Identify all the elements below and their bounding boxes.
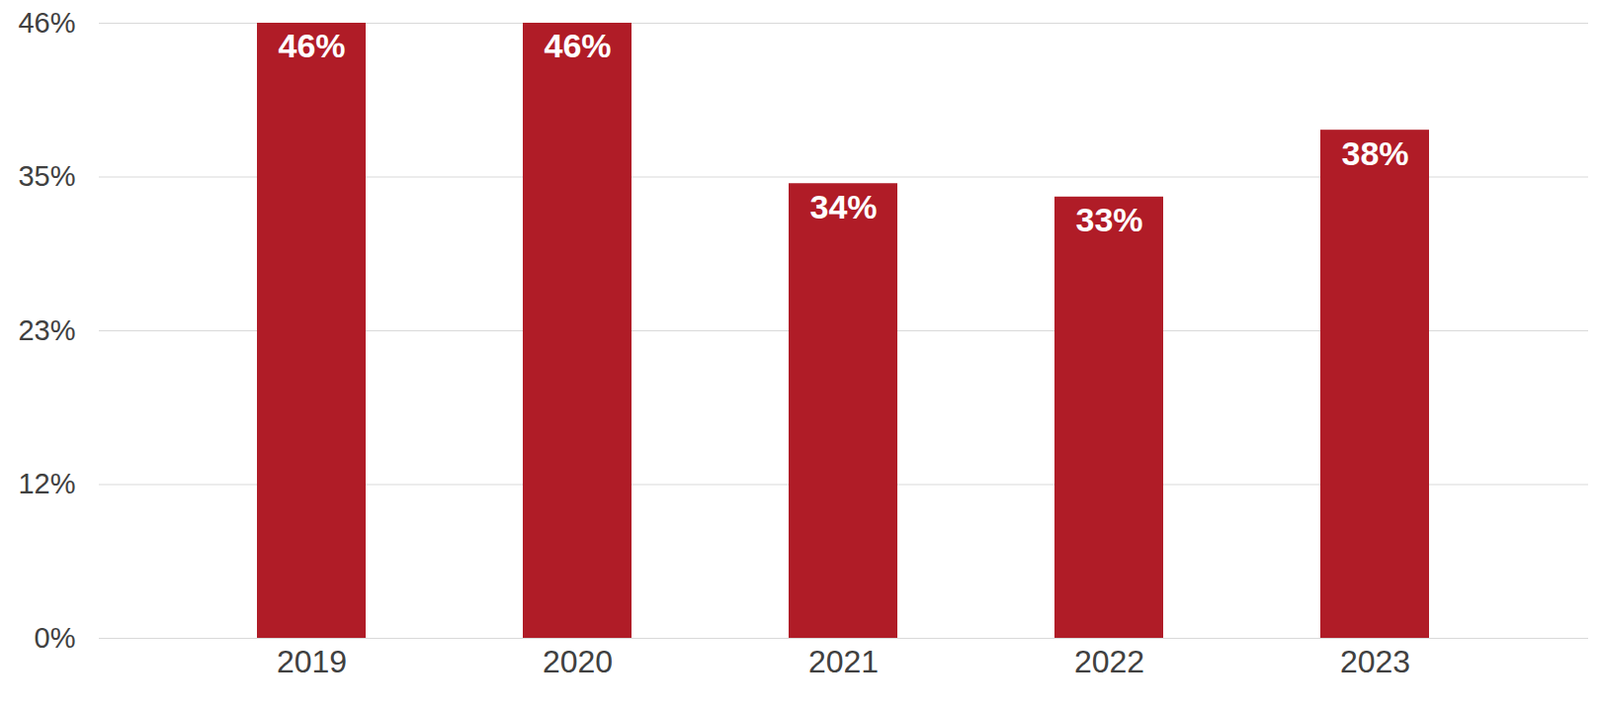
svg-text:38%: 38% [1341, 134, 1409, 172]
svg-text:2021: 2021 [808, 643, 879, 679]
svg-text:46%: 46% [277, 26, 345, 65]
svg-text:46%: 46% [543, 26, 611, 65]
svg-text:2023: 2023 [1340, 643, 1411, 679]
svg-text:2019: 2019 [276, 643, 347, 679]
svg-text:2020: 2020 [542, 643, 613, 679]
svg-text:46%: 46% [17, 6, 76, 39]
svg-text:0%: 0% [34, 621, 77, 654]
svg-text:34%: 34% [809, 187, 877, 226]
svg-text:23%: 23% [17, 314, 76, 346]
svg-text:35%: 35% [17, 160, 76, 192]
svg-text:2022: 2022 [1074, 643, 1145, 679]
svg-text:12%: 12% [17, 467, 76, 500]
svg-text:33%: 33% [1075, 200, 1143, 239]
